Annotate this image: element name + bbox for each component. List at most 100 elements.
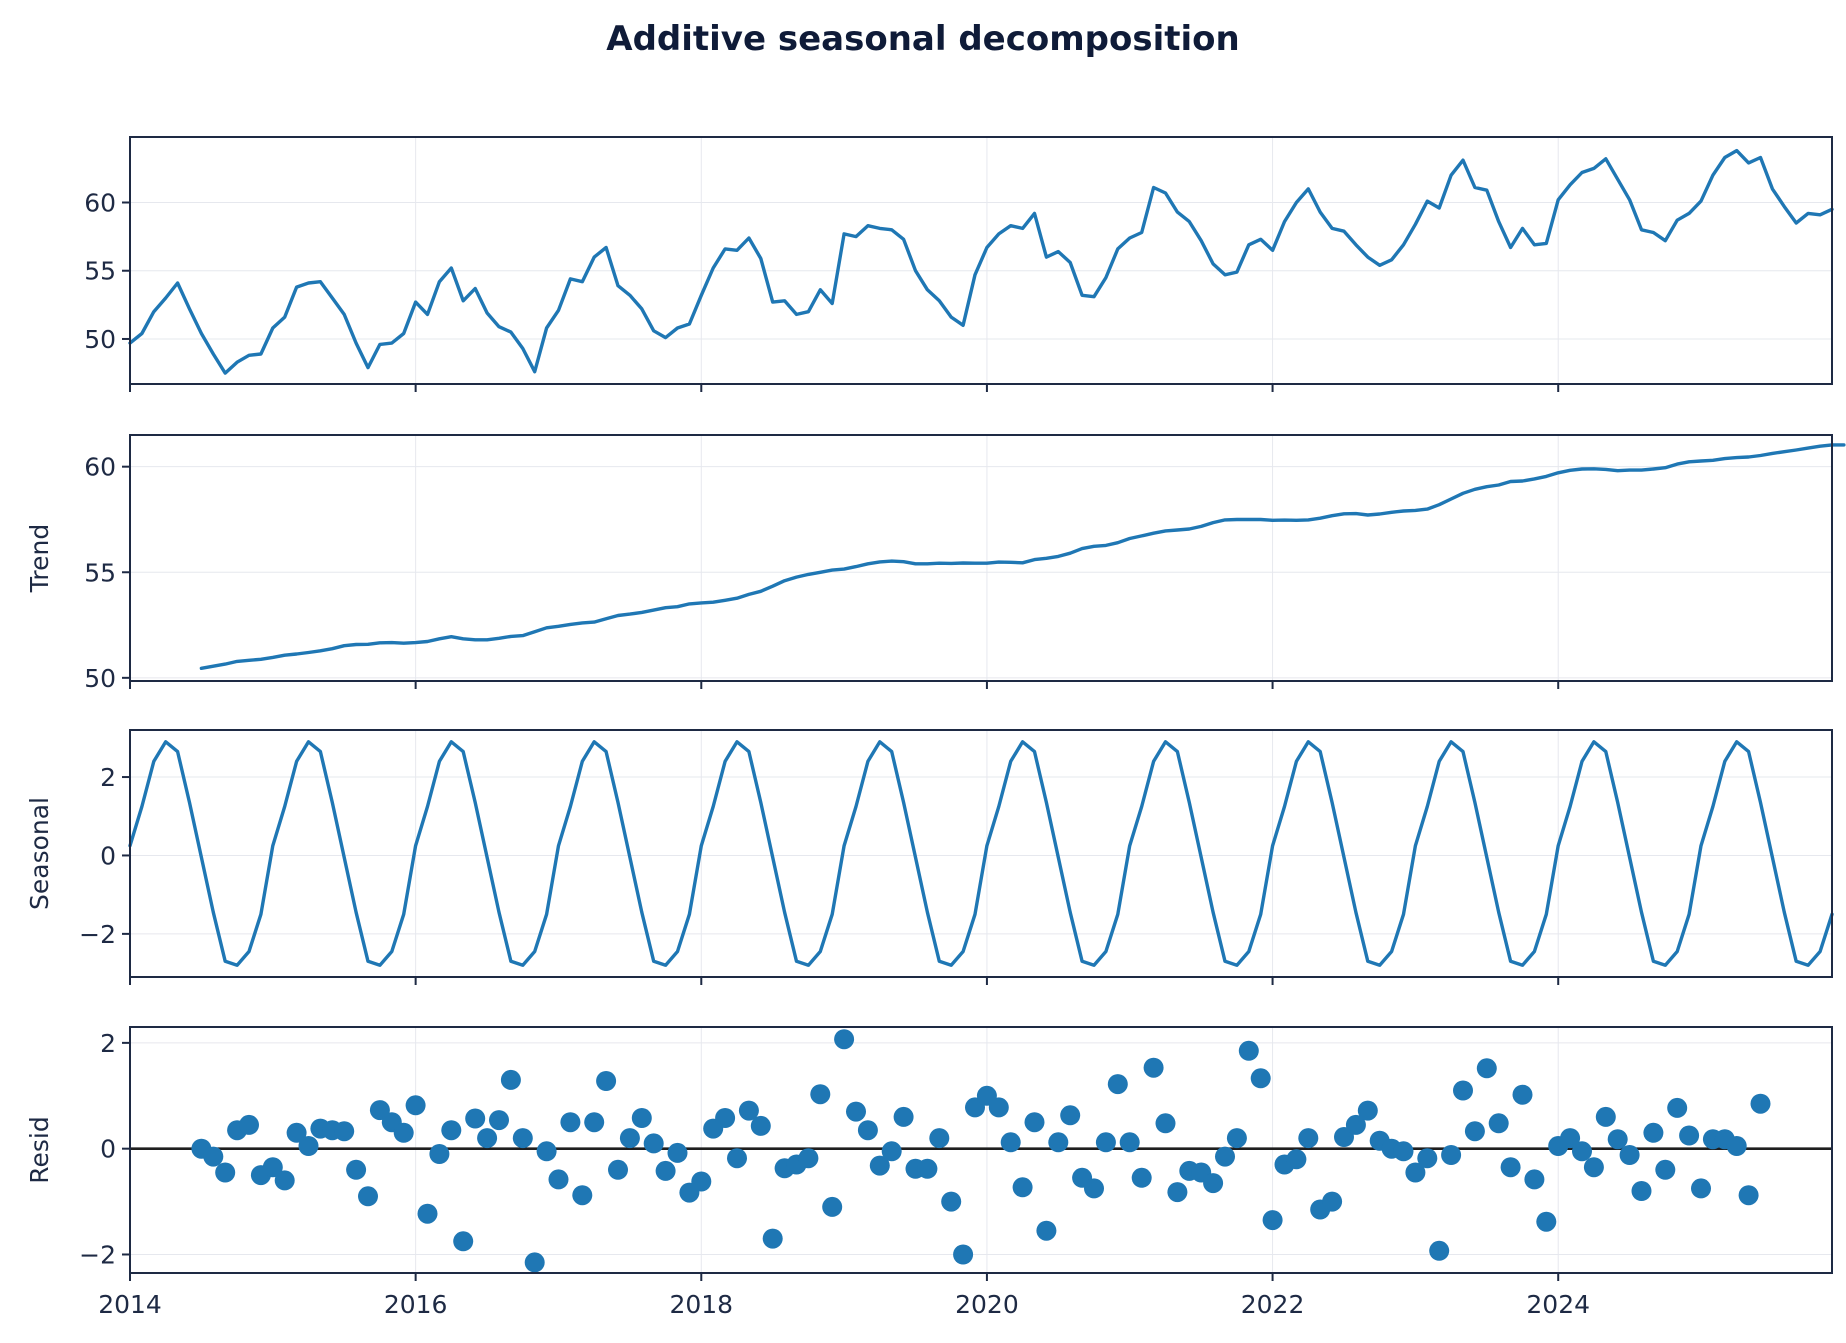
- resid-point: [1750, 1093, 1771, 1114]
- resid-point: [1357, 1100, 1378, 1121]
- y-tick-label: −2: [79, 1240, 116, 1269]
- resid-point: [393, 1122, 414, 1143]
- resid-point: [1262, 1210, 1283, 1231]
- resid-point: [1512, 1084, 1533, 1105]
- resid-point: [1024, 1112, 1045, 1133]
- trend-axis-label: Trend: [25, 524, 54, 593]
- x-tick-label: 2016: [384, 1290, 448, 1319]
- resid-point: [655, 1160, 676, 1181]
- resid-point: [715, 1108, 736, 1128]
- resid-point: [215, 1162, 236, 1183]
- resid-point: [1595, 1106, 1616, 1127]
- resid-point: [929, 1128, 950, 1149]
- resid-point: [1107, 1074, 1128, 1095]
- resid-point: [1143, 1057, 1164, 1078]
- resid-axes-frame: [129, 1026, 1833, 1274]
- y-tick-label: 2: [100, 763, 116, 792]
- resid-point: [441, 1120, 462, 1141]
- resid-point: [1679, 1125, 1700, 1146]
- resid-point: [1215, 1146, 1235, 1167]
- seasonal-axis-label: Seasonal: [25, 797, 54, 910]
- resid-point: [1060, 1105, 1081, 1126]
- resid-point: [857, 1120, 878, 1141]
- resid-point: [346, 1159, 367, 1180]
- resid-point: [1345, 1114, 1366, 1135]
- resid-point: [1203, 1173, 1224, 1194]
- resid-point: [1453, 1080, 1473, 1101]
- resid-point: [941, 1191, 962, 1212]
- panel-observed: 50 55 60: [84, 136, 1834, 392]
- resid-point: [512, 1128, 533, 1149]
- y-tick-label: 55: [84, 558, 116, 587]
- resid-point: [834, 1029, 855, 1050]
- resid-point: [1667, 1097, 1688, 1118]
- y-tick-label: 0: [100, 841, 116, 870]
- resid-point: [500, 1069, 521, 1090]
- panel-resid: −2 0 2 2014 2016 2018 2020 2022 2024 Resid: [25, 1026, 1833, 1319]
- seasonal-series-line: [128, 740, 1834, 967]
- x-tick-label: 2020: [955, 1290, 1019, 1319]
- resid-point: [1405, 1162, 1426, 1183]
- resid-point: [286, 1122, 307, 1143]
- y-tick-label: 60: [84, 453, 116, 482]
- trend-axes-frame: [129, 434, 1833, 682]
- resid-point: [1048, 1132, 1069, 1153]
- resid-point: [262, 1157, 283, 1178]
- x-tick-label: 2018: [669, 1290, 733, 1319]
- resid-point: [1488, 1113, 1509, 1134]
- resid-point: [1084, 1178, 1104, 1199]
- resid-point: [631, 1108, 652, 1128]
- resid-point: [274, 1170, 295, 1191]
- resid-point: [417, 1203, 438, 1224]
- y-tick-label: −2: [79, 920, 116, 949]
- y-tick-label: 50: [84, 664, 116, 693]
- resid-point: [1393, 1141, 1414, 1162]
- resid-point: [988, 1097, 1009, 1118]
- resid-point: [1167, 1182, 1188, 1203]
- resid-point: [477, 1128, 498, 1149]
- resid-point: [298, 1136, 319, 1156]
- resid-point: [596, 1071, 617, 1091]
- y-tick-label: 55: [84, 257, 116, 286]
- resid-point: [203, 1146, 224, 1167]
- observed-series-line: [128, 148, 1834, 375]
- resid-point: [1119, 1132, 1140, 1153]
- resid-point: [1536, 1211, 1557, 1232]
- resid-point: [1095, 1132, 1116, 1153]
- resid-point: [881, 1141, 902, 1162]
- resid-point: [762, 1228, 783, 1249]
- resid-point: [1631, 1181, 1652, 1201]
- resid-point: [1298, 1128, 1319, 1149]
- resid-point: [810, 1084, 831, 1105]
- resid-point: [429, 1144, 450, 1164]
- resid-point: [1464, 1121, 1485, 1142]
- resid-point: [643, 1133, 664, 1154]
- chart-title: Additive seasonal decomposition: [606, 19, 1239, 59]
- resid-point: [1322, 1191, 1343, 1212]
- resid-point: [1238, 1040, 1259, 1061]
- resid-point: [405, 1095, 426, 1116]
- resid-point: [1655, 1159, 1676, 1180]
- resid-point: [727, 1148, 747, 1169]
- resid-point: [1738, 1185, 1759, 1206]
- resid-point: [1500, 1157, 1521, 1178]
- x-tick-label: 2022: [1241, 1290, 1305, 1319]
- resid-point: [560, 1112, 581, 1133]
- resid-point: [584, 1112, 605, 1133]
- panels-root: 50 55 60 50 55 60 Trend −2 0 2 Seasonal −2 0 2 2014 201…: [25, 136, 1846, 1319]
- panel-seasonal: −2 0 2 Seasonal: [25, 729, 1834, 985]
- trend-series-line: [199, 443, 1846, 670]
- resid-point: [1560, 1128, 1581, 1149]
- resid-point: [738, 1100, 759, 1121]
- observed-axes-frame: [129, 136, 1833, 385]
- panel-trend: 50 55 60 Trend: [25, 434, 1846, 693]
- resid-point: [1131, 1167, 1152, 1188]
- resid-point: [524, 1252, 545, 1273]
- resid-point: [1643, 1122, 1664, 1143]
- resid-point: [1619, 1145, 1640, 1165]
- resid-point: [1583, 1157, 1604, 1178]
- resid-point: [465, 1108, 486, 1129]
- resid-point: [1036, 1220, 1057, 1241]
- resid-point: [1155, 1113, 1176, 1134]
- resid-point: [1726, 1136, 1747, 1156]
